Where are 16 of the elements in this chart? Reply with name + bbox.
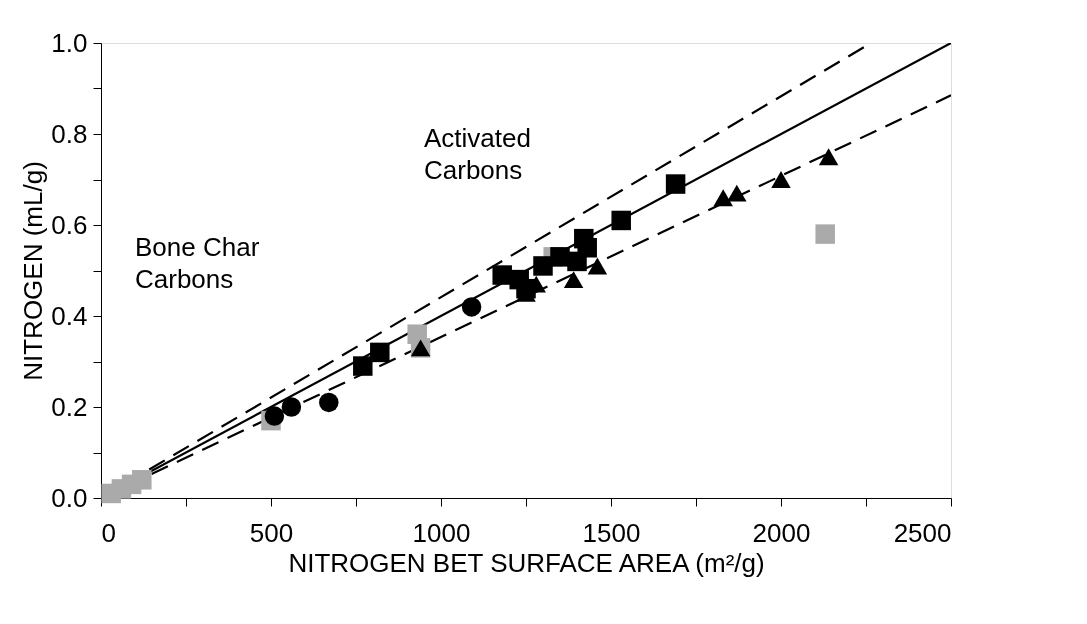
y-tick-label: 1.0: [51, 27, 88, 58]
annotation: Activated Carbons: [424, 123, 531, 186]
y-tick-label: 0.2: [51, 391, 88, 422]
y-tick-label: 0.6: [51, 209, 88, 240]
y-tick-label: 0.8: [51, 118, 88, 149]
y-tick-label: 0.0: [51, 482, 88, 513]
annotation: Bone Char Carbons: [135, 232, 260, 295]
y-axis-title: NITROGEN (mL/g): [18, 161, 49, 381]
x-tick-label: 0: [101, 517, 116, 548]
x-tick-label: 2500: [893, 517, 952, 548]
x-tick-label: 1000: [412, 517, 471, 548]
x-tick-label: 500: [249, 517, 294, 548]
x-axis-title: NITROGEN BET SURFACE AREA (m²/g): [288, 547, 765, 578]
x-tick-label: 2000: [752, 517, 811, 548]
y-tick-label: 0.4: [51, 300, 88, 331]
x-tick-label: 1500: [582, 517, 641, 548]
